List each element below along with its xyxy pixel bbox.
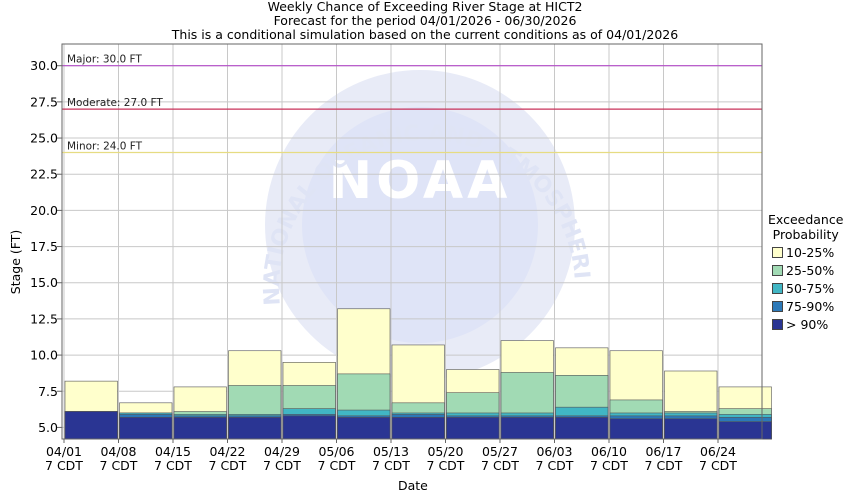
flood-line-label: Major: 30.0 FT — [67, 54, 142, 66]
bar-90-06-10 — [609, 418, 663, 440]
legend-item: 50-75% — [772, 281, 843, 296]
bar-90-04-15 — [173, 416, 227, 440]
x-tick-sublabel: 7 CDT — [209, 458, 247, 473]
legend-item: > 90% — [772, 317, 843, 332]
chart-axes: 5.0 7.5 10.0 12.5 15.0 17.5 20.0 22.5 25.0 27.5 30… — [30, 43, 763, 473]
x-tick-sublabel: 7 CDT — [318, 458, 356, 473]
legend: Exceedance Probability 10-25% 25-50% 50-75… — [768, 212, 843, 332]
y-tick-label: 25.0 — [30, 131, 58, 146]
x-tick-label: 04/08 — [100, 444, 136, 459]
x-tick-sublabel: 7 CDT — [100, 458, 138, 473]
legend-items: 10-25% 25-50% 50-75% 75-90% > 90% — [772, 245, 843, 332]
legend-swatch — [772, 301, 783, 312]
chart-bars — [64, 308, 772, 440]
x-tick-sublabel: 7 CDT — [372, 458, 410, 473]
x-tick-label: 05/13 — [373, 444, 409, 459]
legend-label: 50-75% — [786, 281, 835, 296]
bar-90-06-03 — [555, 416, 609, 440]
x-tick-label: 06/10 — [591, 444, 627, 459]
y-tick-label: 27.5 — [30, 94, 58, 109]
y-tick-label: 7.5 — [38, 384, 58, 399]
x-tick-sublabel: 7 CDT — [645, 458, 683, 473]
legend-swatch — [772, 283, 783, 294]
chart-subtitle: Forecast for the period 04/01/2026 - 06/… — [273, 13, 577, 28]
plot-frame — [61, 43, 763, 440]
legend-item: 10-25% — [772, 245, 843, 260]
bar-90-05-20 — [446, 416, 500, 440]
x-tick-label: 05/27 — [482, 444, 518, 459]
bar-90-04-29 — [282, 415, 336, 440]
x-tick-label: 04/01 — [46, 444, 82, 459]
legend-swatch — [772, 247, 783, 258]
x-tick-sublabel: 7 CDT — [154, 458, 192, 473]
legend-title-2: Probability — [772, 227, 839, 242]
x-tick-label: 04/22 — [209, 444, 245, 459]
x-tick-sublabel: 7 CDT — [536, 458, 574, 473]
y-tick-label: 15.0 — [30, 275, 58, 290]
y-tick-label: 22.5 — [30, 167, 58, 182]
legend-label: 25-50% — [786, 263, 835, 278]
x-tick-label: 06/03 — [536, 444, 572, 459]
bar-90-05-06 — [337, 416, 391, 440]
bar-90-05-27 — [500, 416, 554, 440]
legend-label: > 90% — [786, 317, 829, 332]
watermark-inner-disc — [302, 107, 538, 343]
x-tick-sublabel: 7 CDT — [699, 458, 737, 473]
watermark-logo-text: NOAA — [329, 151, 512, 211]
bar-90-04-22 — [228, 416, 282, 440]
y-tick-label: 30.0 — [30, 58, 58, 73]
flood-line-label: Minor: 24.0 FT — [67, 141, 143, 153]
legend-swatch — [772, 319, 783, 330]
bar-90-05-13 — [391, 416, 445, 440]
bar-90-04-01 — [64, 411, 118, 440]
legend-title-1: Exceedance — [768, 212, 844, 227]
y-tick-label: 5.0 — [38, 420, 58, 435]
bar-90-06-17 — [664, 418, 718, 440]
x-tick-label: 06/17 — [645, 444, 681, 459]
x-tick-label: 06/24 — [700, 444, 736, 459]
chart-subtitle-2: This is a conditional simulation based o… — [171, 27, 679, 42]
legend-swatch — [772, 265, 783, 276]
legend-item: 75-90% — [772, 299, 843, 314]
x-tick-sublabel: 7 CDT — [263, 458, 301, 473]
x-tick-sublabel: 7 CDT — [481, 458, 519, 473]
x-tick-sublabel: 7 CDT — [427, 458, 465, 473]
y-tick-label: 17.5 — [30, 239, 58, 254]
legend-item: 25-50% — [772, 263, 843, 278]
y-tick-label: 20.0 — [30, 203, 58, 218]
y-tick-label: 10.0 — [30, 348, 58, 363]
y-tick-label: 12.5 — [30, 311, 58, 326]
legend-label: 75-90% — [786, 299, 835, 314]
chart-title-block: Weekly Chance of Exceeding River Stage a… — [0, 0, 850, 42]
x-tick-sublabel: 7 CDT — [45, 458, 83, 473]
x-tick-label: 04/29 — [264, 444, 300, 459]
x-tick-sublabel: 7 CDT — [590, 458, 628, 473]
x-tick-label: 04/15 — [155, 444, 191, 459]
bar-90-04-08 — [119, 416, 173, 440]
flood-stage-lines: Major: 30.0 FT Moderate: 27.0 FT Minor: 24… — [62, 54, 762, 154]
legend-label: 10-25% — [786, 245, 835, 260]
x-tick-label: 05/06 — [318, 444, 354, 459]
x-axis-label: Date — [398, 478, 428, 493]
x-tick-label: 05/20 — [427, 444, 463, 459]
bar-90-06-24 — [718, 421, 772, 440]
chart-title: Weekly Chance of Exceeding River Stage a… — [267, 0, 583, 14]
flood-line-label: Moderate: 27.0 FT — [67, 97, 163, 109]
